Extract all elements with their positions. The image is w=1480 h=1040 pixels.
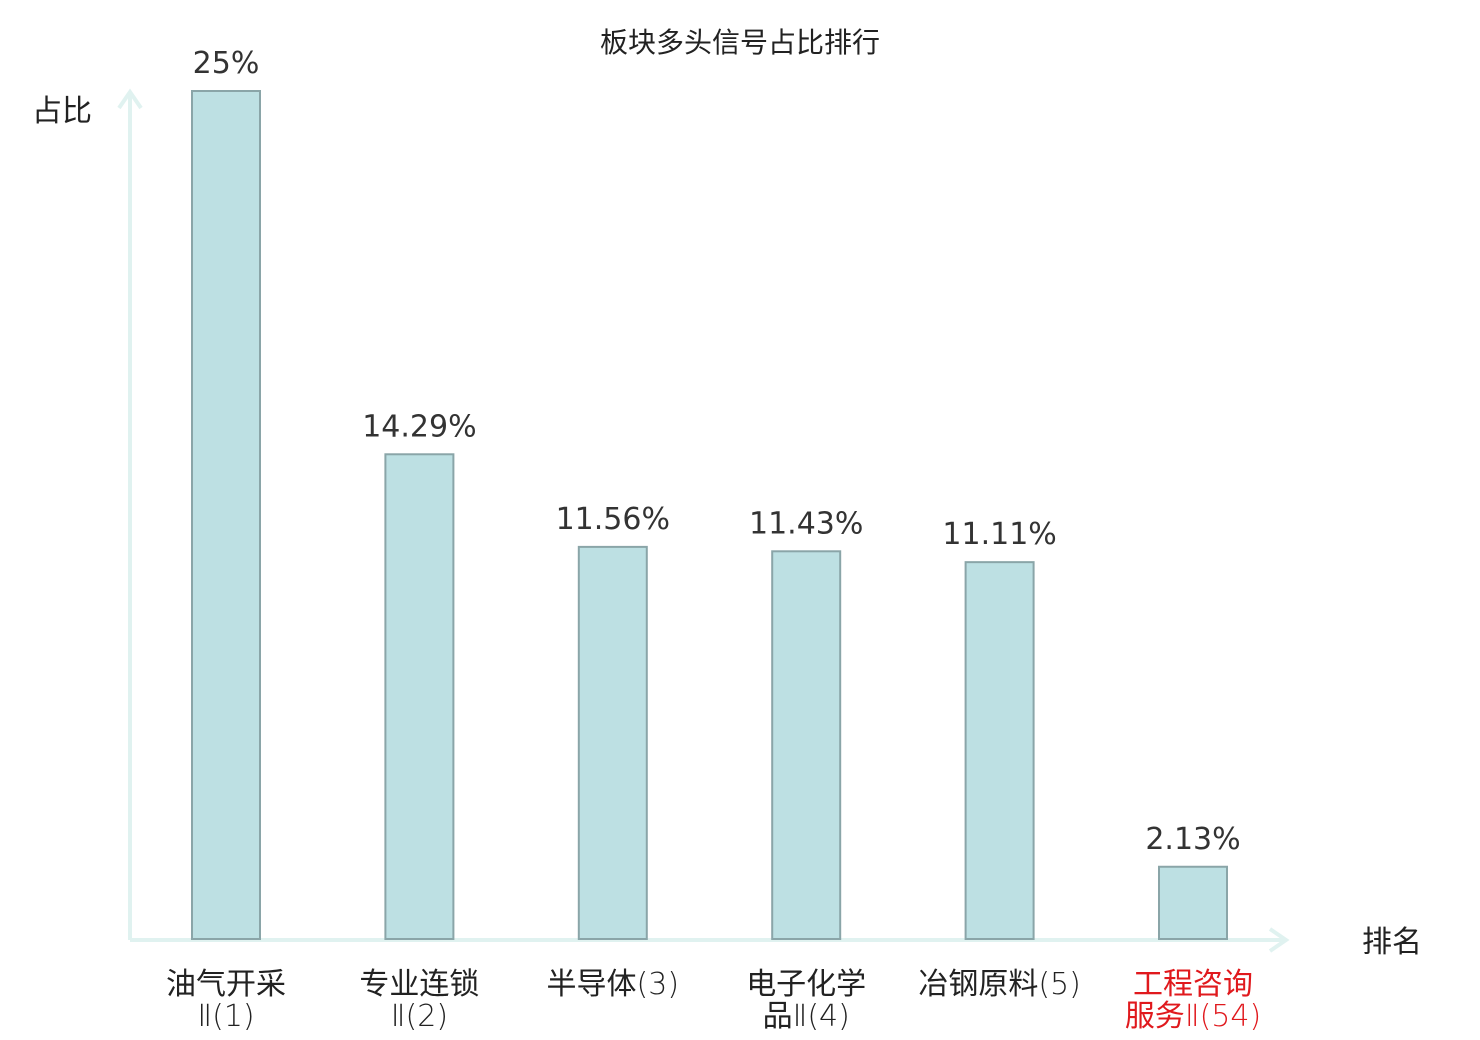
bar-value-label: 2.13%: [1145, 822, 1240, 857]
bar: [1158, 865, 1228, 941]
value-labels-group: 25% 14.29% 11.56% 11.43% 11.11% 2.13%: [193, 46, 1241, 857]
category-label-line: 专业连锁: [359, 967, 479, 1002]
bar: [191, 90, 261, 940]
category-label-line: 服务Ⅱ(54): [1125, 999, 1261, 1034]
bar-value-label: 11.56%: [556, 502, 670, 537]
y-axis-label: 占比: [32, 94, 92, 129]
x-axis: [130, 927, 1290, 953]
category-label-line: 冶钢原料(5): [918, 967, 1081, 1002]
category-label: 半导体(3): [547, 967, 680, 1002]
category-label: 冶钢原料(5): [918, 967, 1081, 1002]
category-label-line: Ⅱ(2): [391, 999, 448, 1034]
category-label-line: 电子化学: [746, 967, 866, 1002]
bar-value-label: 25%: [193, 46, 260, 81]
category-label-line: Ⅱ(1): [197, 999, 254, 1034]
category-label-line: 工程咨询: [1133, 967, 1253, 1002]
bar: [771, 550, 842, 940]
bar-value-label: 11.43%: [749, 506, 863, 541]
category-label-line: 品Ⅱ(4): [763, 999, 850, 1034]
bar: [577, 545, 648, 941]
bars-group: [191, 90, 1228, 941]
category-label-line: 半导体(3): [547, 967, 680, 1002]
bar: [964, 561, 1035, 940]
bar-value-label: 11.11%: [942, 517, 1056, 552]
bar-value-label: 14.29%: [362, 409, 476, 444]
bar: [384, 453, 455, 940]
category-label-line: 油气开采: [166, 967, 286, 1002]
chart-title: 板块多头信号占比排行: [600, 26, 880, 59]
x-axis-label: 排名: [1362, 925, 1422, 960]
y-axis: [117, 88, 143, 940]
